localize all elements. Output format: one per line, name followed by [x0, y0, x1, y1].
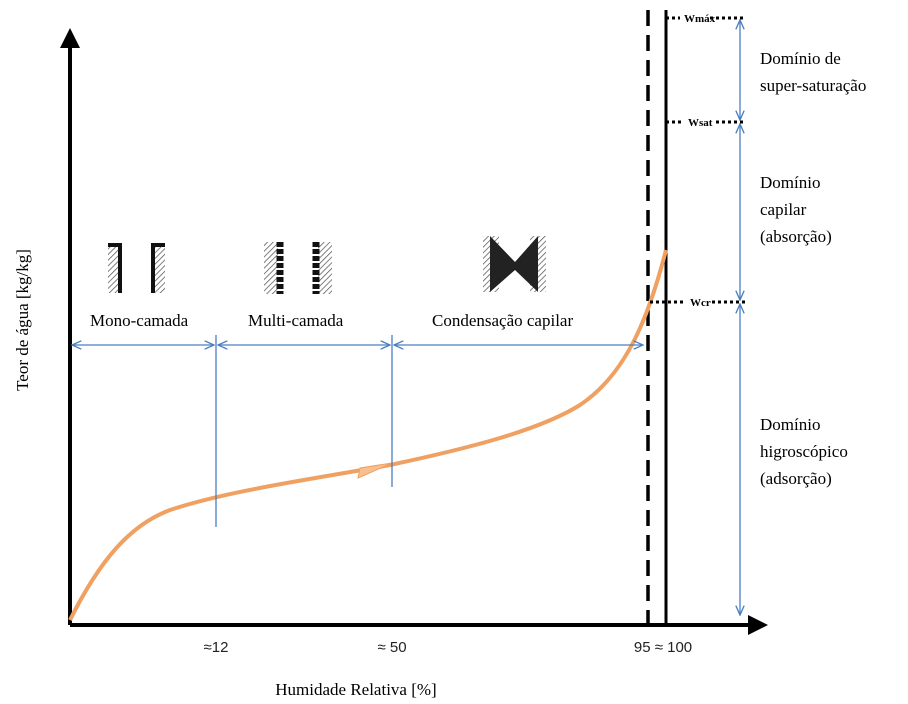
level-label: Wcr — [690, 297, 711, 309]
pore-icons — [108, 236, 546, 294]
domain-label: Domínio — [760, 173, 820, 192]
level-label: Wmáx — [684, 13, 716, 25]
domain-labels: Domínio de super-saturação Domínio capilar (… — [760, 49, 866, 488]
domain-label: capilar — [760, 200, 807, 219]
domain-label: higroscópico — [760, 442, 848, 461]
domain-label: super-saturação — [760, 76, 866, 95]
x-axis-label: Humidade Relativa [%] — [275, 680, 436, 699]
x-mark: ≈ 50 — [377, 639, 406, 656]
region-label: Mono-camada — [90, 311, 189, 330]
domain-label: Domínio — [760, 415, 820, 434]
x-mark: 95 ≈ 100 — [634, 639, 692, 656]
level-label: Wsat — [688, 117, 713, 129]
domain-label: (adsorção) — [760, 469, 832, 488]
region-label: Condensação capilar — [432, 311, 573, 330]
domain-label: Domínio de — [760, 49, 841, 68]
x-arrow — [748, 615, 768, 635]
region-label: Multi-camada — [248, 311, 344, 330]
y-axis-label: Teor de água [kg/kg] — [13, 249, 32, 391]
x-mark: ≈12 — [204, 639, 229, 656]
isotherm-curve — [68, 249, 668, 621]
curve-arrow — [357, 462, 393, 479]
domain-label: (absorção) — [760, 227, 832, 246]
y-arrow — [60, 28, 80, 48]
